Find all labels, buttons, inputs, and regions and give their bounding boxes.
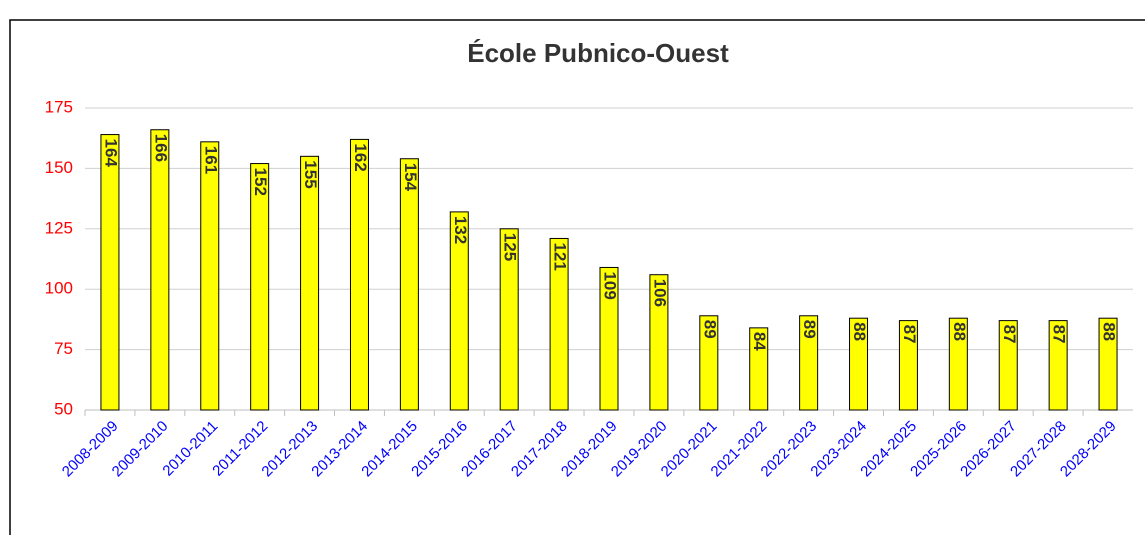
y-tick-label: 175 [45, 97, 73, 116]
bar [898, 320, 918, 411]
bar [799, 315, 819, 411]
data-label: 88 [850, 322, 869, 341]
bar [549, 237, 569, 411]
data-label: 87 [900, 325, 919, 344]
bar [499, 228, 519, 411]
data-label: 132 [451, 216, 470, 244]
bar [599, 266, 619, 411]
bar [300, 155, 320, 411]
bar [849, 317, 869, 411]
bar [1098, 317, 1118, 411]
bar [200, 141, 220, 411]
data-label: 89 [700, 320, 719, 339]
bar [250, 163, 270, 411]
data-label: 154 [401, 163, 420, 192]
bar [349, 138, 369, 411]
bar [948, 317, 968, 411]
data-label: 106 [650, 279, 669, 307]
bar [749, 327, 769, 411]
data-label: 87 [1050, 325, 1069, 344]
bar [998, 320, 1018, 411]
chart-title: École Pubnico-Ouest [467, 38, 729, 68]
bar [649, 274, 669, 411]
data-label: 164 [101, 139, 120, 168]
data-label: 88 [1100, 322, 1119, 341]
y-tick-label: 50 [54, 399, 73, 418]
bar [100, 134, 120, 411]
y-tick-label: 150 [45, 158, 73, 177]
data-label: 155 [301, 160, 320, 188]
data-label: 88 [950, 322, 969, 341]
data-label: 87 [1000, 325, 1019, 344]
bar [150, 129, 170, 411]
data-label: 84 [750, 332, 769, 351]
data-label: 166 [151, 134, 170, 162]
bar [399, 158, 419, 411]
bar [449, 211, 469, 411]
data-label: 161 [201, 146, 220, 174]
y-tick-label: 125 [45, 218, 73, 237]
data-label: 89 [800, 320, 819, 339]
data-label: 121 [551, 242, 570, 270]
data-label: 162 [351, 143, 370, 171]
data-label: 109 [601, 271, 620, 299]
y-tick-label: 75 [54, 339, 73, 358]
data-label: 152 [251, 168, 270, 196]
bar [699, 315, 719, 411]
y-tick-label: 100 [45, 279, 73, 298]
data-label: 125 [501, 233, 520, 261]
chart-border [9, 19, 1145, 535]
bar [1048, 320, 1068, 411]
